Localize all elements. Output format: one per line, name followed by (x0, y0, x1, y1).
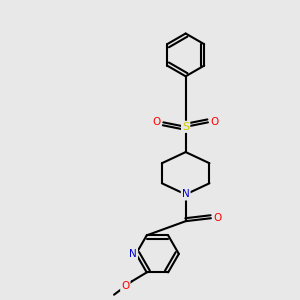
Text: O: O (213, 213, 222, 223)
Text: N: N (129, 249, 137, 259)
Text: O: O (153, 117, 161, 128)
Text: S: S (182, 122, 189, 132)
Text: N: N (182, 189, 190, 200)
Text: O: O (121, 281, 130, 291)
Text: O: O (210, 117, 219, 128)
